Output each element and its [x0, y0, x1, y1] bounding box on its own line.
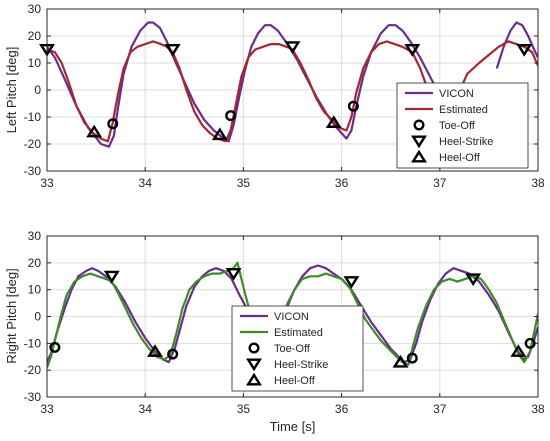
- legend-marker-circle: [413, 119, 425, 131]
- y-tick-label: 10: [28, 283, 42, 297]
- right-pitch-x-axis-label: Time [s]: [270, 419, 316, 434]
- x-tick-label: 35: [237, 402, 251, 416]
- legend-marker-triangle-down: [246, 358, 262, 372]
- legend-label: Estimated: [439, 104, 488, 116]
- marker-heel-strike: [103, 270, 120, 284]
- legend-label: Heel-Off: [439, 152, 481, 164]
- left-pitch-legend: VICON Estimated Toe-Off Heel-Strike Heel-Off: [396, 82, 529, 169]
- marker-heel-off: [147, 344, 163, 357]
- legend-label: VICON: [439, 88, 474, 100]
- legend-marker-triangle-down: [411, 135, 427, 149]
- marker-heel-strike: [465, 273, 482, 287]
- marker-heel-off: [392, 354, 409, 368]
- y-tick-label: 0: [34, 83, 41, 97]
- marker-toe-off: [406, 352, 418, 364]
- marker-heel-off: [211, 127, 228, 141]
- x-tick-label: 37: [433, 402, 447, 416]
- marker-heel-off: [86, 124, 103, 138]
- y-tick-label: 20: [28, 29, 42, 43]
- marker-toe-off: [225, 110, 237, 122]
- y-tick-label: -10: [24, 110, 42, 124]
- y-tick-label: -20: [24, 363, 42, 377]
- x-tick-label: 36: [335, 402, 349, 416]
- right-pitch-y-axis-label: Right Pitch [deg]: [4, 268, 19, 363]
- y-tick-label: -10: [24, 336, 42, 350]
- x-tick-label: 36: [335, 176, 349, 190]
- marker-heel-off: [325, 115, 342, 128]
- x-tick-label: 34: [139, 176, 153, 190]
- marker-toe-off: [167, 348, 179, 360]
- marker-toe-off: [107, 118, 119, 130]
- marker-heel-strike: [284, 41, 301, 54]
- y-tick-label: 30: [28, 229, 42, 243]
- x-tick-label: 38: [531, 176, 545, 190]
- right-pitch-chart: 33 34 35 36 37 38 -30 -20 -10 0 10 20 30 Right Pitch …: [4, 229, 545, 434]
- y-tick-label: 10: [28, 56, 42, 70]
- left-pitch-y-axis-label: Left Pitch [deg]: [4, 47, 19, 134]
- x-tick-label: 33: [40, 402, 54, 416]
- marker-heel-strike: [225, 268, 242, 281]
- legend-label: Heel-Strike: [439, 136, 493, 148]
- legend-label: Toe-Off: [439, 120, 476, 132]
- legend-marker-triangle-up: [246, 372, 262, 386]
- legend-label: Estimated: [274, 327, 323, 339]
- right-pitch-legend: VICON Estimated Toe-Off Heel-Strike Heel-Off: [231, 305, 364, 392]
- right-pitch-event-markers: [49, 268, 536, 368]
- legend-label: Heel-Strike: [274, 359, 328, 371]
- marker-toe-off: [49, 341, 61, 353]
- legend-marker-triangle-up: [411, 149, 427, 163]
- y-tick-label: -20: [24, 137, 42, 151]
- y-tick-label: -30: [24, 164, 42, 178]
- legend-label: Toe-Off: [274, 343, 311, 355]
- marker-heel-off: [510, 344, 527, 357]
- marker-heel-strike: [164, 43, 181, 57]
- marker-heel-strike: [516, 43, 533, 57]
- legend-label: VICON: [274, 311, 309, 323]
- marker-heel-strike: [404, 43, 421, 57]
- y-tick-label: 20: [28, 256, 42, 270]
- x-tick-label: 34: [139, 402, 153, 416]
- y-tick-label: 30: [28, 2, 42, 16]
- legend-label: Heel-Off: [274, 375, 316, 387]
- y-tick-label: -30: [24, 390, 42, 404]
- x-tick-label: 33: [40, 176, 54, 190]
- x-tick-label: 35: [237, 176, 251, 190]
- left-pitch-chart: 33 34 35 36 37 38 -30 -20 -10 0 10 20 30 Left Pitch […: [4, 2, 545, 190]
- x-tick-label: 37: [433, 176, 447, 190]
- x-tick-label: 38: [531, 402, 545, 416]
- marker-heel-strike: [343, 276, 360, 289]
- legend-marker-circle: [248, 342, 260, 354]
- marker-toe-off: [347, 100, 359, 112]
- y-tick-label: 0: [34, 310, 41, 324]
